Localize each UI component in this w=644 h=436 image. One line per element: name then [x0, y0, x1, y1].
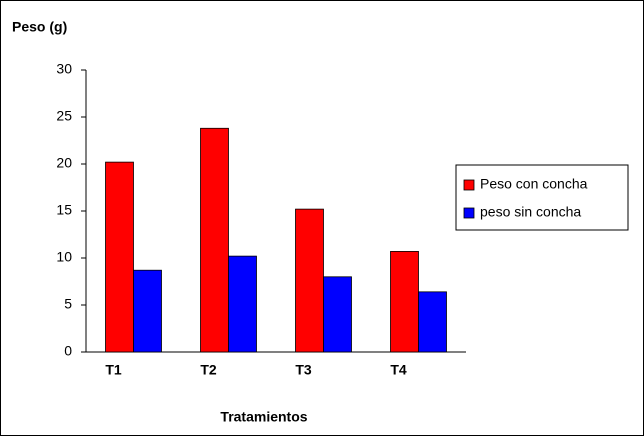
y-tick-label: 30 [56, 61, 72, 77]
bar [200, 127, 229, 353]
bar [418, 291, 447, 353]
bar [295, 208, 324, 353]
bar [228, 255, 257, 353]
x-tick-label: T4 [390, 362, 407, 378]
x-axis-label: Tratamientos [220, 409, 307, 425]
x-tick-label: T3 [295, 362, 312, 378]
chart-title: Peso (g) [12, 19, 67, 35]
legend-box [455, 164, 629, 231]
legend-swatch [463, 207, 475, 219]
bar [323, 276, 352, 353]
bar [105, 161, 134, 353]
bar [133, 269, 162, 353]
y-tick-label: 15 [56, 202, 72, 218]
y-tick-label: 10 [56, 249, 72, 265]
x-tick-label: T2 [200, 362, 217, 378]
legend-label: Peso con concha [480, 176, 588, 192]
bar [390, 251, 419, 353]
legend-swatch [463, 179, 475, 191]
y-tick-label: 0 [64, 343, 72, 359]
y-tick-label: 20 [56, 155, 72, 171]
y-tick-label: 25 [56, 108, 72, 124]
legend-label: peso sin concha [480, 204, 581, 220]
y-tick-label: 5 [64, 296, 72, 312]
x-tick-label: T1 [105, 362, 122, 378]
